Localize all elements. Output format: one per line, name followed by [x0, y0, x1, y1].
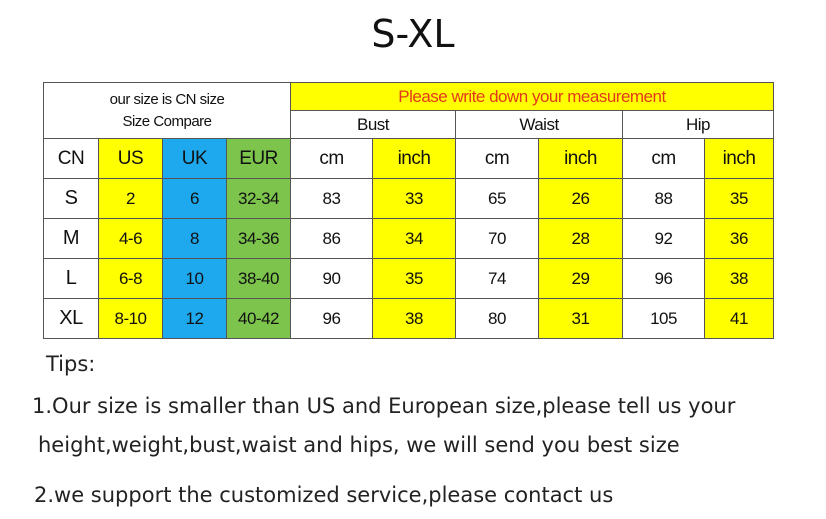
table-cell: 35: [704, 178, 774, 219]
table-cell: 33: [372, 178, 456, 219]
table-cell: M: [43, 218, 99, 259]
column-header-us: US: [98, 138, 163, 179]
cn-size-note: our size is CN size Size Compare: [43, 82, 291, 139]
table-cell: 90: [290, 258, 373, 299]
table-cell: 38: [704, 258, 774, 299]
table-cell: 70: [455, 218, 539, 259]
table-cell: 74: [455, 258, 539, 299]
table-cell: 40-42: [226, 298, 291, 339]
table-cell: 105: [622, 298, 705, 339]
table-cell: 8-10: [98, 298, 163, 339]
chart-title: S-XL: [371, 12, 455, 56]
table-cell: 86: [290, 218, 373, 259]
group-waist: Waist: [455, 110, 623, 139]
table-row: S 2 6 32-34 83 33 65 26 88 35: [43, 178, 774, 219]
table-cell: 6: [162, 178, 227, 219]
table-cell: 65: [455, 178, 539, 219]
table-cell: 96: [622, 258, 705, 299]
table-cell: 34: [372, 218, 456, 259]
cn-note-line2: Size Compare: [122, 112, 212, 130]
table-cell: 12: [162, 298, 227, 339]
measurement-note: Please write down your measurement: [290, 82, 774, 111]
table-cell: 88: [622, 178, 705, 219]
table-cell: 96: [290, 298, 373, 339]
column-header-inch: inch: [538, 138, 623, 179]
column-header-uk: UK: [162, 138, 227, 179]
group-bust: Bust: [290, 110, 456, 139]
table-cell: XL: [43, 298, 99, 339]
table-cell: 2: [98, 178, 163, 219]
column-header-eur: EUR: [226, 138, 291, 179]
table-cell: 38: [372, 298, 456, 339]
column-header-inch: inch: [704, 138, 774, 179]
table-cell: 41: [704, 298, 774, 339]
table-cell: S: [43, 178, 99, 219]
tip-line-3: 2.we support the customized service,plea…: [34, 483, 614, 507]
table-cell: 4-6: [98, 218, 163, 259]
table-cell: 28: [538, 218, 623, 259]
table-row: L 6-8 10 38-40 90 35 74 29 96 38: [43, 258, 774, 299]
table-cell: 35: [372, 258, 456, 299]
table-cell: 6-8: [98, 258, 163, 299]
table-cell: 36: [704, 218, 774, 259]
table-row: XL 8-10 12 40-42 96 38 80 31 105 41: [43, 298, 774, 339]
table-cell: 10: [162, 258, 227, 299]
table-cell: L: [43, 258, 99, 299]
table-cell: 83: [290, 178, 373, 219]
column-header-inch: inch: [372, 138, 456, 179]
tips-heading: Tips:: [46, 352, 96, 376]
group-hip: Hip: [622, 110, 774, 139]
table-row: M 4-6 8 34-36 86 34 70 28 92 36: [43, 218, 774, 259]
table-cell: 8: [162, 218, 227, 259]
table-cell: 29: [538, 258, 623, 299]
cn-note-line1: our size is CN size: [109, 90, 225, 108]
column-header-cm: cm: [622, 138, 705, 179]
tip-line-1: 1.Our size is smaller than US and Europe…: [32, 394, 736, 418]
table-cell: 31: [538, 298, 623, 339]
table-cell: 92: [622, 218, 705, 259]
tip-line-2: height,weight,bust,waist and hips, we wi…: [38, 433, 680, 457]
column-header-cn: CN: [43, 138, 99, 179]
table-cell: 80: [455, 298, 539, 339]
column-header-cm: cm: [290, 138, 373, 179]
table-cell: 26: [538, 178, 623, 219]
table-cell: 32-34: [226, 178, 291, 219]
size-table: our size is CN size Size Compare Please …: [43, 82, 774, 339]
table-cell: 34-36: [226, 218, 291, 259]
table-cell: 38-40: [226, 258, 291, 299]
column-header-cm: cm: [455, 138, 539, 179]
